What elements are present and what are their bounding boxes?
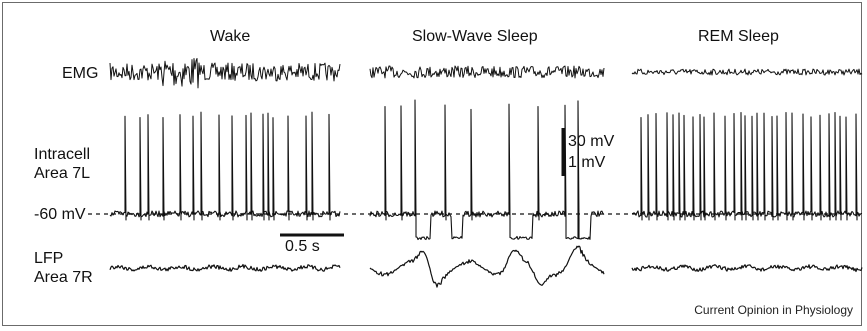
lfp-trace-rem xyxy=(631,264,863,273)
intracell-trace-sws xyxy=(369,99,605,241)
lfp-trace-wake xyxy=(109,263,341,272)
panel-title-wake: Wake xyxy=(210,28,251,45)
scale-label-30mv: 30 mV xyxy=(568,133,615,150)
panel-title-rem-sleep: REM Sleep xyxy=(698,28,779,45)
row-label-emg: EMG xyxy=(62,65,99,82)
intracell-trace-wake xyxy=(109,111,341,221)
row-label-intracell-2: Area 7L xyxy=(34,165,91,182)
panel-title-slow-wave-sleep: Slow-Wave Sleep xyxy=(412,28,538,45)
emg-trace-rem xyxy=(631,68,863,76)
scale-label-time: 0.5 s xyxy=(285,238,320,255)
row-label-lfp-1: LFP xyxy=(34,250,64,267)
emg-trace-sws xyxy=(369,65,605,79)
intracell-trace-rem xyxy=(631,111,863,221)
emg-trace-wake xyxy=(109,58,341,89)
credit-text: Current Opinion in Physiology xyxy=(694,303,853,317)
scale-label-1mv: 1 mV xyxy=(568,154,606,171)
lfp-trace-sws xyxy=(369,245,605,288)
figure-frame xyxy=(2,2,862,326)
row-label-intracell-1: Intracell xyxy=(34,146,91,163)
row-label-baseline: -60 mV xyxy=(34,206,86,223)
row-label-lfp-2: Area 7R xyxy=(34,269,93,286)
